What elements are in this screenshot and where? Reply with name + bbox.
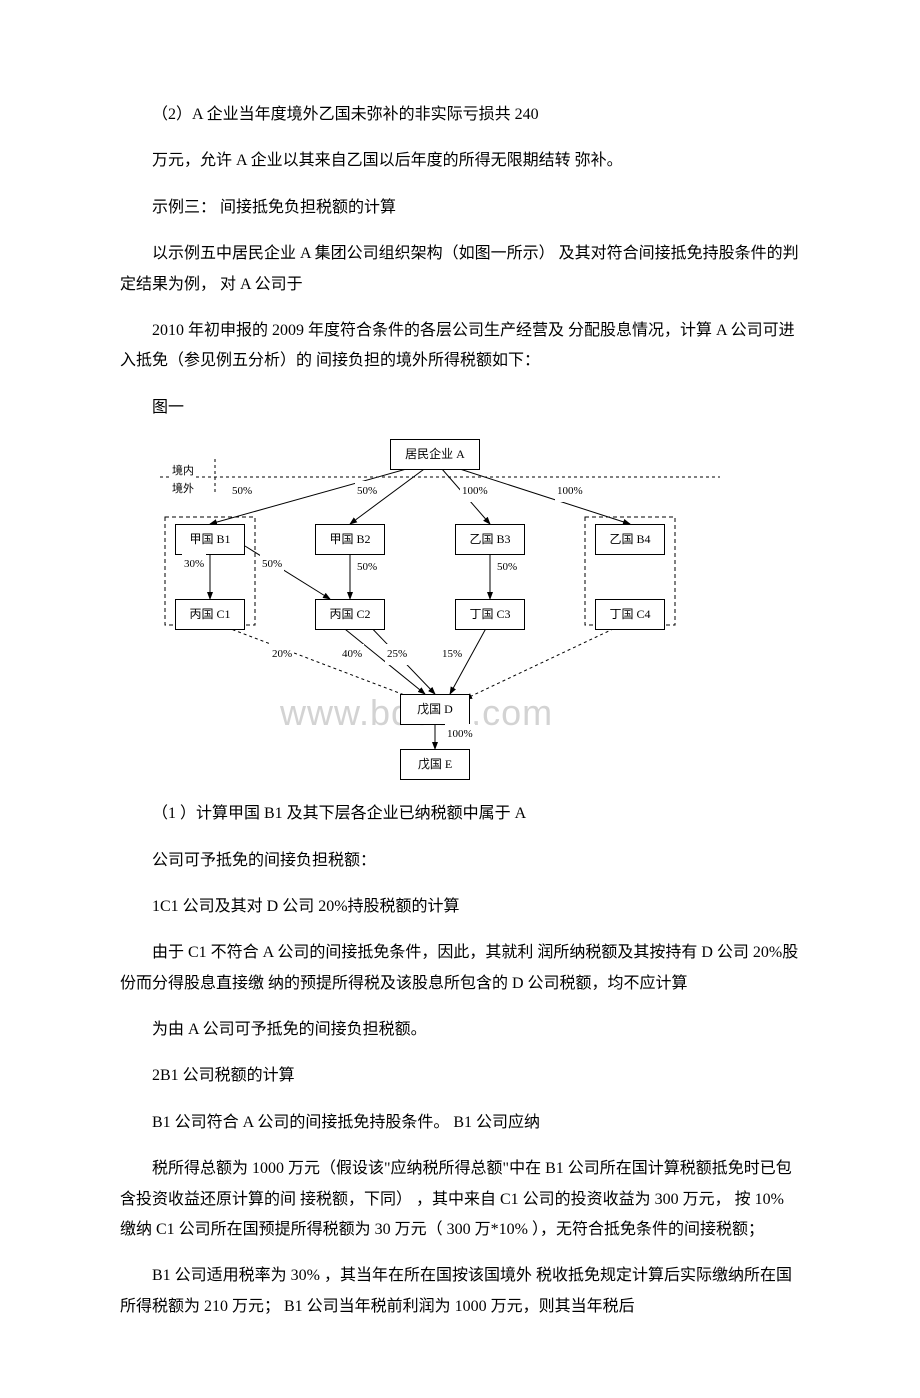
- paragraph: 万元，允许 A 企业以其来自乙国以后年度的所得无限期结转 弥补。: [120, 146, 800, 176]
- edge-label: 40%: [340, 644, 364, 665]
- node-b2: 甲国 B2: [315, 524, 385, 555]
- edge-label: 15%: [440, 644, 464, 665]
- edge-label: 100%: [445, 724, 475, 745]
- paragraph: 2B1 公司税额的计算: [120, 1061, 800, 1091]
- node-c4: 丁国 C4: [595, 599, 665, 630]
- edge-label: 50%: [355, 481, 379, 502]
- node-a: 居民企业 A: [390, 439, 480, 470]
- node-d: 戊国 D: [400, 694, 470, 725]
- edge-label: 100%: [460, 481, 490, 502]
- node-e: 戊国 E: [400, 749, 470, 780]
- node-c3: 丁国 C3: [455, 599, 525, 630]
- edge-label: 30%: [182, 554, 206, 575]
- figure-label: 图一: [120, 393, 800, 423]
- paragraph: 由于 C1 不符合 A 公司的间接抵免条件，因此，其就利 润所纳税额及其按持有 …: [120, 938, 800, 999]
- paragraph: （1 ）计算甲国 B1 及其下层各企业已纳税额中属于 A: [120, 799, 800, 829]
- paragraph: 为由 A 公司可予抵免的间接负担税额。: [120, 1015, 800, 1045]
- org-chart-diagram: www.bdocx.com 居民企业 A 境内 境外 甲国 B1 甲国 B2 乙…: [160, 439, 720, 779]
- node-c2: 丙国 C2: [315, 599, 385, 630]
- paragraph: （2）A 企业当年度境外乙国未弥补的非实际亏损共 240: [120, 100, 800, 130]
- edge-label: 50%: [230, 481, 254, 502]
- paragraph: B1 公司适用税率为 30% ，其当年在所在国按该国境外 税收抵免规定计算后实际…: [120, 1261, 800, 1322]
- edge-label: 50%: [355, 557, 379, 578]
- paragraph: 示例三： 间接抵免负担税额的计算: [120, 193, 800, 223]
- paragraph: 公司可予抵免的间接负担税额：: [120, 846, 800, 876]
- edge-label: 25%: [385, 644, 409, 665]
- edge-label: 50%: [495, 557, 519, 578]
- edge-label: 100%: [555, 481, 585, 502]
- paragraph: 1C1 公司及其对 D 公司 20%持股税额的计算: [120, 892, 800, 922]
- paragraph: 以示例五中居民企业 A 集团公司组织架构（如图一所示） 及其对符合间接抵免持股条…: [120, 239, 800, 300]
- paragraph: 2010 年初申报的 2009 年度符合条件的各层公司生产经营及 分配股息情况，…: [120, 316, 800, 377]
- node-b4: 乙国 B4: [595, 524, 665, 555]
- edge-label: 20%: [270, 644, 294, 665]
- node-b3: 乙国 B3: [455, 524, 525, 555]
- edge-label: 50%: [260, 554, 284, 575]
- node-b1: 甲国 B1: [175, 524, 245, 555]
- label-jingnei: 境外: [170, 479, 196, 500]
- paragraph: 税所得总额为 1000 万元（假设该"应纳税所得总额"中在 B1 公司所在国计算…: [120, 1154, 800, 1245]
- paragraph: B1 公司符合 A 公司的间接抵免持股条件。 B1 公司应纳: [120, 1108, 800, 1138]
- node-c1: 丙国 C1: [175, 599, 245, 630]
